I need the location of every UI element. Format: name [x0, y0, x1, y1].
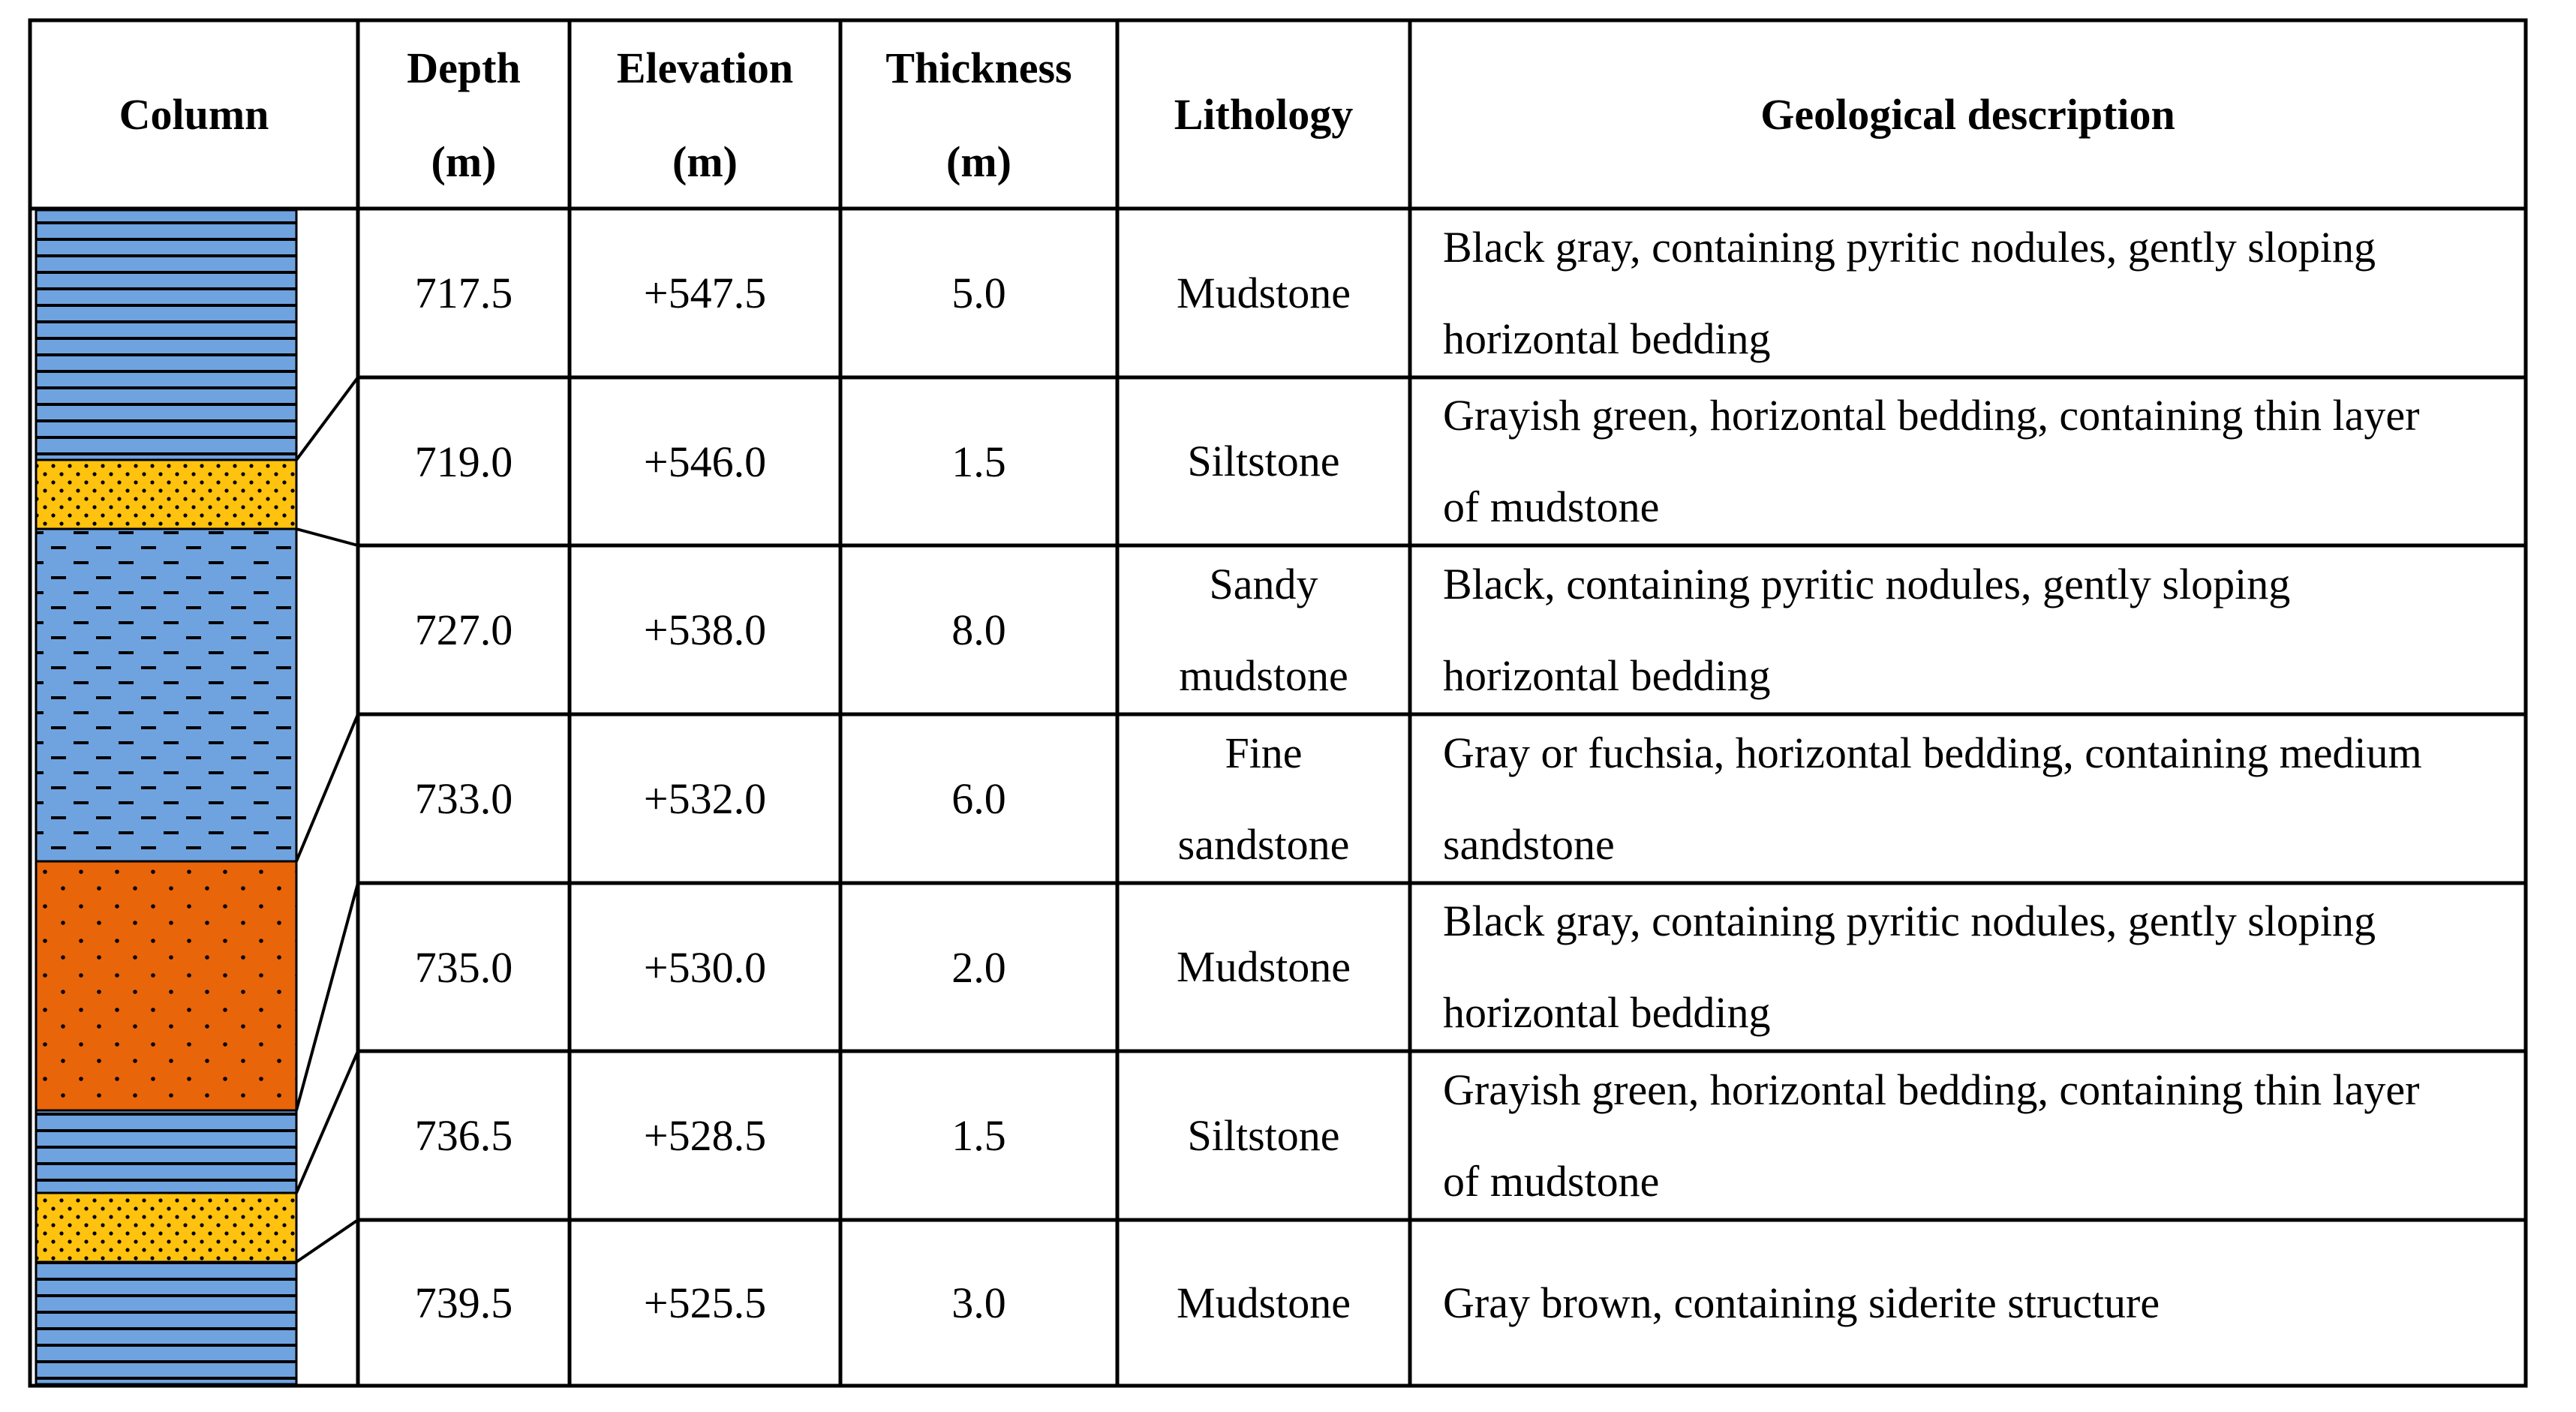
cell-description: Grayish green, horizontal bedding, conta…	[1410, 1051, 2526, 1220]
cell-description: Gray or fuchsia, horizontal bedding, con…	[1410, 714, 2526, 883]
description-line: Gray brown, containing siderite structur…	[1443, 1278, 2160, 1327]
cell-thickness: 5.0	[951, 269, 1006, 317]
connector-line	[296, 527, 359, 547]
header-thickness-label: Thickness	[885, 43, 1072, 92]
cell-lithology: Siltstone	[1117, 377, 1410, 545]
cell-thickness: 1.5	[951, 437, 1006, 486]
cell-depth: 727.0	[414, 605, 513, 654]
cell-depth: 735.0	[414, 942, 513, 992]
cell-depth: 719.0	[414, 437, 513, 486]
lithology-line: sandstone	[1177, 819, 1350, 869]
description-line: horizontal bedding	[1443, 314, 1771, 363]
lithology-line: Siltstone	[1187, 1110, 1340, 1160]
header-elevation: Elevation (m)	[570, 20, 840, 209]
header-column-label: Column	[119, 90, 269, 139]
cell-description: Black, containing pyritic nodules, gentl…	[1410, 545, 2526, 714]
description-line: horizontal bedding	[1443, 650, 1771, 700]
cell-elevation: +530.0	[643, 942, 767, 992]
header-depth: Depth (m)	[358, 20, 570, 209]
cell-elevation: +532.0	[643, 774, 767, 823]
stratum-siltstone-1	[35, 458, 298, 530]
lithology-line: mudstone	[1179, 650, 1348, 700]
boundary-connectors	[295, 376, 359, 1263]
cell-lithology: Mudstone	[1117, 1220, 1410, 1386]
cell-description: Black gray, containing pyritic nodules, …	[1410, 883, 2526, 1051]
header-description: Geological description	[1410, 20, 2526, 209]
stratum-mudstone-2	[35, 1109, 298, 1194]
description-line: of mudstone	[1443, 482, 1660, 531]
cell-thickness: 6.0	[951, 774, 1006, 823]
stratum-mudstone-3	[35, 1260, 298, 1386]
cell-lithology: Sandy mudstone	[1117, 545, 1410, 714]
cell-lithology: Mudstone	[1117, 209, 1410, 377]
description-line: Black gray, containing pyritic nodules, …	[1443, 222, 2376, 272]
cell-thickness: 2.0	[951, 942, 1006, 992]
description-line: Black, containing pyritic nodules, gentl…	[1443, 559, 2291, 608]
header-elevation-unit: (m)	[672, 137, 738, 186]
cell-description: Gray brown, containing siderite structur…	[1410, 1220, 2526, 1386]
lithology-line: Mudstone	[1177, 942, 1351, 991]
lithology-line: Sandy	[1209, 559, 1318, 608]
lithology-line: Mudstone	[1177, 1278, 1351, 1327]
cell-elevation: +547.5	[643, 269, 767, 317]
header-lithology-label: Lithology	[1174, 90, 1354, 139]
header-lithology: Lithology	[1117, 20, 1410, 209]
header-description-label: Geological description	[1760, 90, 2175, 139]
lithology-line: Fine	[1225, 728, 1303, 777]
header-depth-unit: (m)	[431, 137, 497, 186]
connector-line	[295, 1218, 359, 1263]
stratum-mudstone-1	[35, 209, 298, 461]
header-column: Column	[30, 20, 358, 209]
description-line: Grayish green, horizontal bedding, conta…	[1443, 1065, 2420, 1114]
cell-elevation: +528.5	[643, 1111, 767, 1160]
header-thickness-unit: (m)	[946, 137, 1011, 186]
connector-line	[295, 714, 359, 862]
cell-description: Black gray, containing pyritic nodules, …	[1410, 209, 2526, 377]
connector-line	[295, 376, 359, 461]
description-line: horizontal bedding	[1443, 988, 1771, 1037]
header-depth-label: Depth	[407, 43, 521, 92]
lithology-line: Mudstone	[1177, 268, 1351, 317]
strata-column	[35, 209, 298, 1386]
description-line: Gray or fuchsia, horizontal bedding, con…	[1443, 728, 2422, 777]
stratum-fine-sandstone	[35, 860, 298, 1112]
header-thickness: Thickness (m)	[840, 20, 1117, 209]
cell-thickness: 3.0	[951, 1278, 1006, 1327]
cell-elevation: +546.0	[643, 437, 767, 486]
connector-line	[295, 1050, 359, 1194]
cell-elevation: +525.5	[643, 1278, 767, 1327]
cell-lithology: Mudstone	[1117, 883, 1410, 1051]
cell-thickness: 1.5	[951, 1111, 1006, 1160]
stratum-sandy-mudstone	[35, 527, 298, 863]
description-line: Black gray, containing pyritic nodules, …	[1443, 897, 2376, 945]
description-line: sandstone	[1443, 819, 1615, 869]
cell-description: Grayish green, horizontal bedding, conta…	[1410, 377, 2526, 545]
description-line: of mudstone	[1443, 1156, 1660, 1206]
lithology-line: Siltstone	[1187, 437, 1340, 485]
cell-elevation: +538.0	[643, 605, 767, 654]
connector-line	[295, 882, 359, 1111]
table-rules	[28, 18, 2528, 1388]
cell-lithology: Fine sandstone	[1117, 714, 1410, 883]
cell-thickness: 8.0	[951, 605, 1006, 654]
description-line: Grayish green, horizontal bedding, conta…	[1443, 391, 2420, 440]
cell-depth: 733.0	[414, 774, 513, 823]
stratum-siltstone-2	[35, 1191, 298, 1263]
cell-depth: 717.5	[414, 269, 513, 317]
cell-depth: 736.5	[414, 1111, 513, 1160]
cell-lithology: Siltstone	[1117, 1051, 1410, 1220]
cell-depth: 739.5	[414, 1278, 513, 1327]
header-elevation-label: Elevation	[616, 43, 794, 92]
